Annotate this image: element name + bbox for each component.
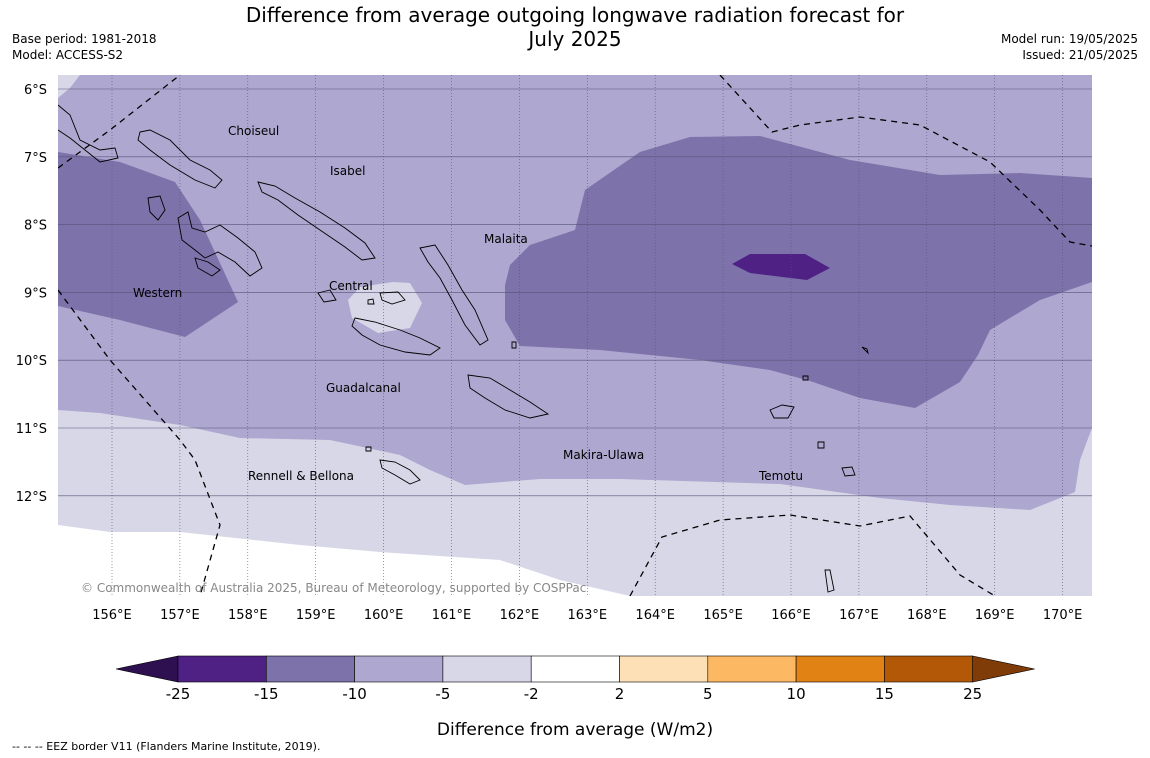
colorbar-tick-label: 10 (787, 685, 806, 703)
colorbar-tick-label: -25 (166, 685, 191, 703)
island-nendo (769, 404, 795, 419)
island-makira (467, 374, 550, 419)
island-duff (861, 346, 869, 355)
eez-borders (58, 75, 1092, 596)
island-russell (317, 289, 337, 303)
colorbar-tick-label: 15 (875, 685, 894, 703)
island-reef (802, 375, 809, 381)
run-info: Model run: 19/05/2025 Issued: 21/05/2025 (1001, 31, 1138, 63)
latitude-labels: 6°S 7°S 8°S 9°S 10°S 11°S 12°S (16, 83, 47, 505)
eez-footnote: -- -- -- EEZ border V11 (Flanders Marine… (12, 740, 321, 753)
colorbar-tick-label: -10 (342, 685, 367, 703)
lon-tick-label: 164°E (635, 608, 675, 623)
lon-tick-label: 166°E (771, 608, 811, 623)
lon-tick-label: 158°E (228, 608, 268, 623)
base-period: Base period: 1981-2018 (12, 32, 157, 46)
colorbar-segment (354, 655, 444, 683)
lon-tick-label: 157°E (160, 608, 200, 623)
eez-border-southwest (58, 289, 221, 596)
region-guadalcanal: Guadalcanal (326, 381, 401, 395)
graticule (58, 75, 1092, 596)
chart-title: Difference from average outgoing longwav… (200, 3, 950, 51)
island-new-georgia (177, 211, 263, 277)
region-malaita: Malaita (484, 232, 528, 246)
region-makira-ulawa: Makira-Ulawa (563, 448, 644, 462)
island-bougainville (58, 104, 119, 163)
colorbar-segment (707, 655, 797, 683)
title-line-1: Difference from average outgoing longwav… (245, 3, 905, 27)
region-central: Central (329, 279, 373, 293)
band-minus10-to-minus15-west (58, 152, 238, 337)
colorbar-extend-high (972, 655, 1035, 683)
island-rendova (194, 257, 221, 277)
title-line-2: July 2025 (528, 27, 622, 51)
island-utupua (817, 441, 825, 449)
model-run: Model run: 19/05/2025 (1000, 32, 1138, 46)
island-bellona (365, 446, 372, 452)
lat-tick-label: 10°S (16, 354, 47, 369)
island-choiseul (137, 129, 223, 189)
lat-tick-label: 9°S (24, 286, 47, 301)
lat-tick-label: 8°S (24, 219, 47, 234)
colorbar-segment (884, 655, 974, 683)
colorbar-segment (442, 655, 532, 683)
lon-tick-label: 169°E (975, 608, 1015, 623)
colorbar-tick-label: -15 (254, 685, 279, 703)
lat-tick-label: 6°S (24, 83, 47, 98)
island-vella-lavella (147, 195, 166, 221)
region-isabel: Isabel (330, 164, 365, 178)
island-vanikoro (841, 466, 856, 477)
region-choiseul: Choiseul (228, 124, 279, 138)
colorbar-tick-label: -2 (524, 685, 539, 703)
lon-tick-label: 160°E (364, 608, 404, 623)
lon-tick-label: 163°E (568, 608, 608, 623)
coastlines (58, 104, 869, 593)
island-malaita (419, 244, 489, 346)
island-anuta (824, 569, 835, 593)
model-name: Model: ACCESS-S2 (12, 48, 124, 62)
colorbar-segment (795, 655, 885, 683)
lon-tick-label: 162°E (500, 608, 540, 623)
eez-border-southeast (629, 514, 996, 596)
colorbar: -25 -15 -10 -5 -2 2 5 10 15 25 (115, 655, 1035, 703)
island-ulawa (511, 341, 517, 349)
eez-border-west (58, 75, 181, 169)
lon-tick-label: 161°E (432, 608, 472, 623)
island-guadalcanal (351, 317, 441, 356)
colorbar-segment (530, 655, 620, 683)
region-labels: Choiseul Isabel Malaita Central Western … (133, 124, 803, 483)
lat-tick-label: 12°S (16, 490, 47, 505)
colorbar-segment (265, 655, 355, 683)
region-temotu: Temotu (758, 469, 803, 483)
lat-tick-label: 11°S (16, 422, 47, 437)
colorbar-tick-label: -5 (435, 685, 450, 703)
colorbar-tick-label: 25 (963, 685, 982, 703)
island-rennell (379, 459, 421, 485)
lat-tick-label: 7°S (24, 151, 47, 166)
longitude-labels: 156°E 157°E 158°E 159°E 160°E 161°E 162°E 163°E… (92, 608, 1082, 623)
region-western: Western (133, 286, 182, 300)
region-rennell-bellona: Rennell & Bellona (248, 469, 354, 483)
colorbar-extend-low (115, 655, 179, 683)
map-area (58, 75, 1092, 596)
band-minus15-to-minus25 (732, 254, 830, 280)
lon-tick-label: 165°E (703, 608, 743, 623)
copyright-notice: © Commonwealth of Australia 2025, Bureau… (81, 581, 586, 595)
lon-tick-label: 170°E (1043, 608, 1083, 623)
lon-tick-label: 159°E (296, 608, 336, 623)
island-isabel (257, 181, 376, 261)
colorbar-label: Difference from average (W/m2) (436, 720, 714, 740)
colorbar-tick-label: 2 (615, 685, 625, 703)
issued-date: Issued: 21/05/2025 (1022, 48, 1138, 62)
base-info: Base period: 1981-2018 Model: ACCESS-S2 (12, 31, 157, 63)
colorbar-segment (619, 655, 709, 683)
colorbar-tick-label: 5 (703, 685, 713, 703)
island-nggela (379, 291, 406, 305)
lon-tick-label: 167°E (839, 608, 879, 623)
island-savo (367, 298, 375, 305)
lon-tick-label: 168°E (907, 608, 947, 623)
colorbar-segment (177, 655, 267, 683)
lon-tick-label: 156°E (92, 608, 132, 623)
